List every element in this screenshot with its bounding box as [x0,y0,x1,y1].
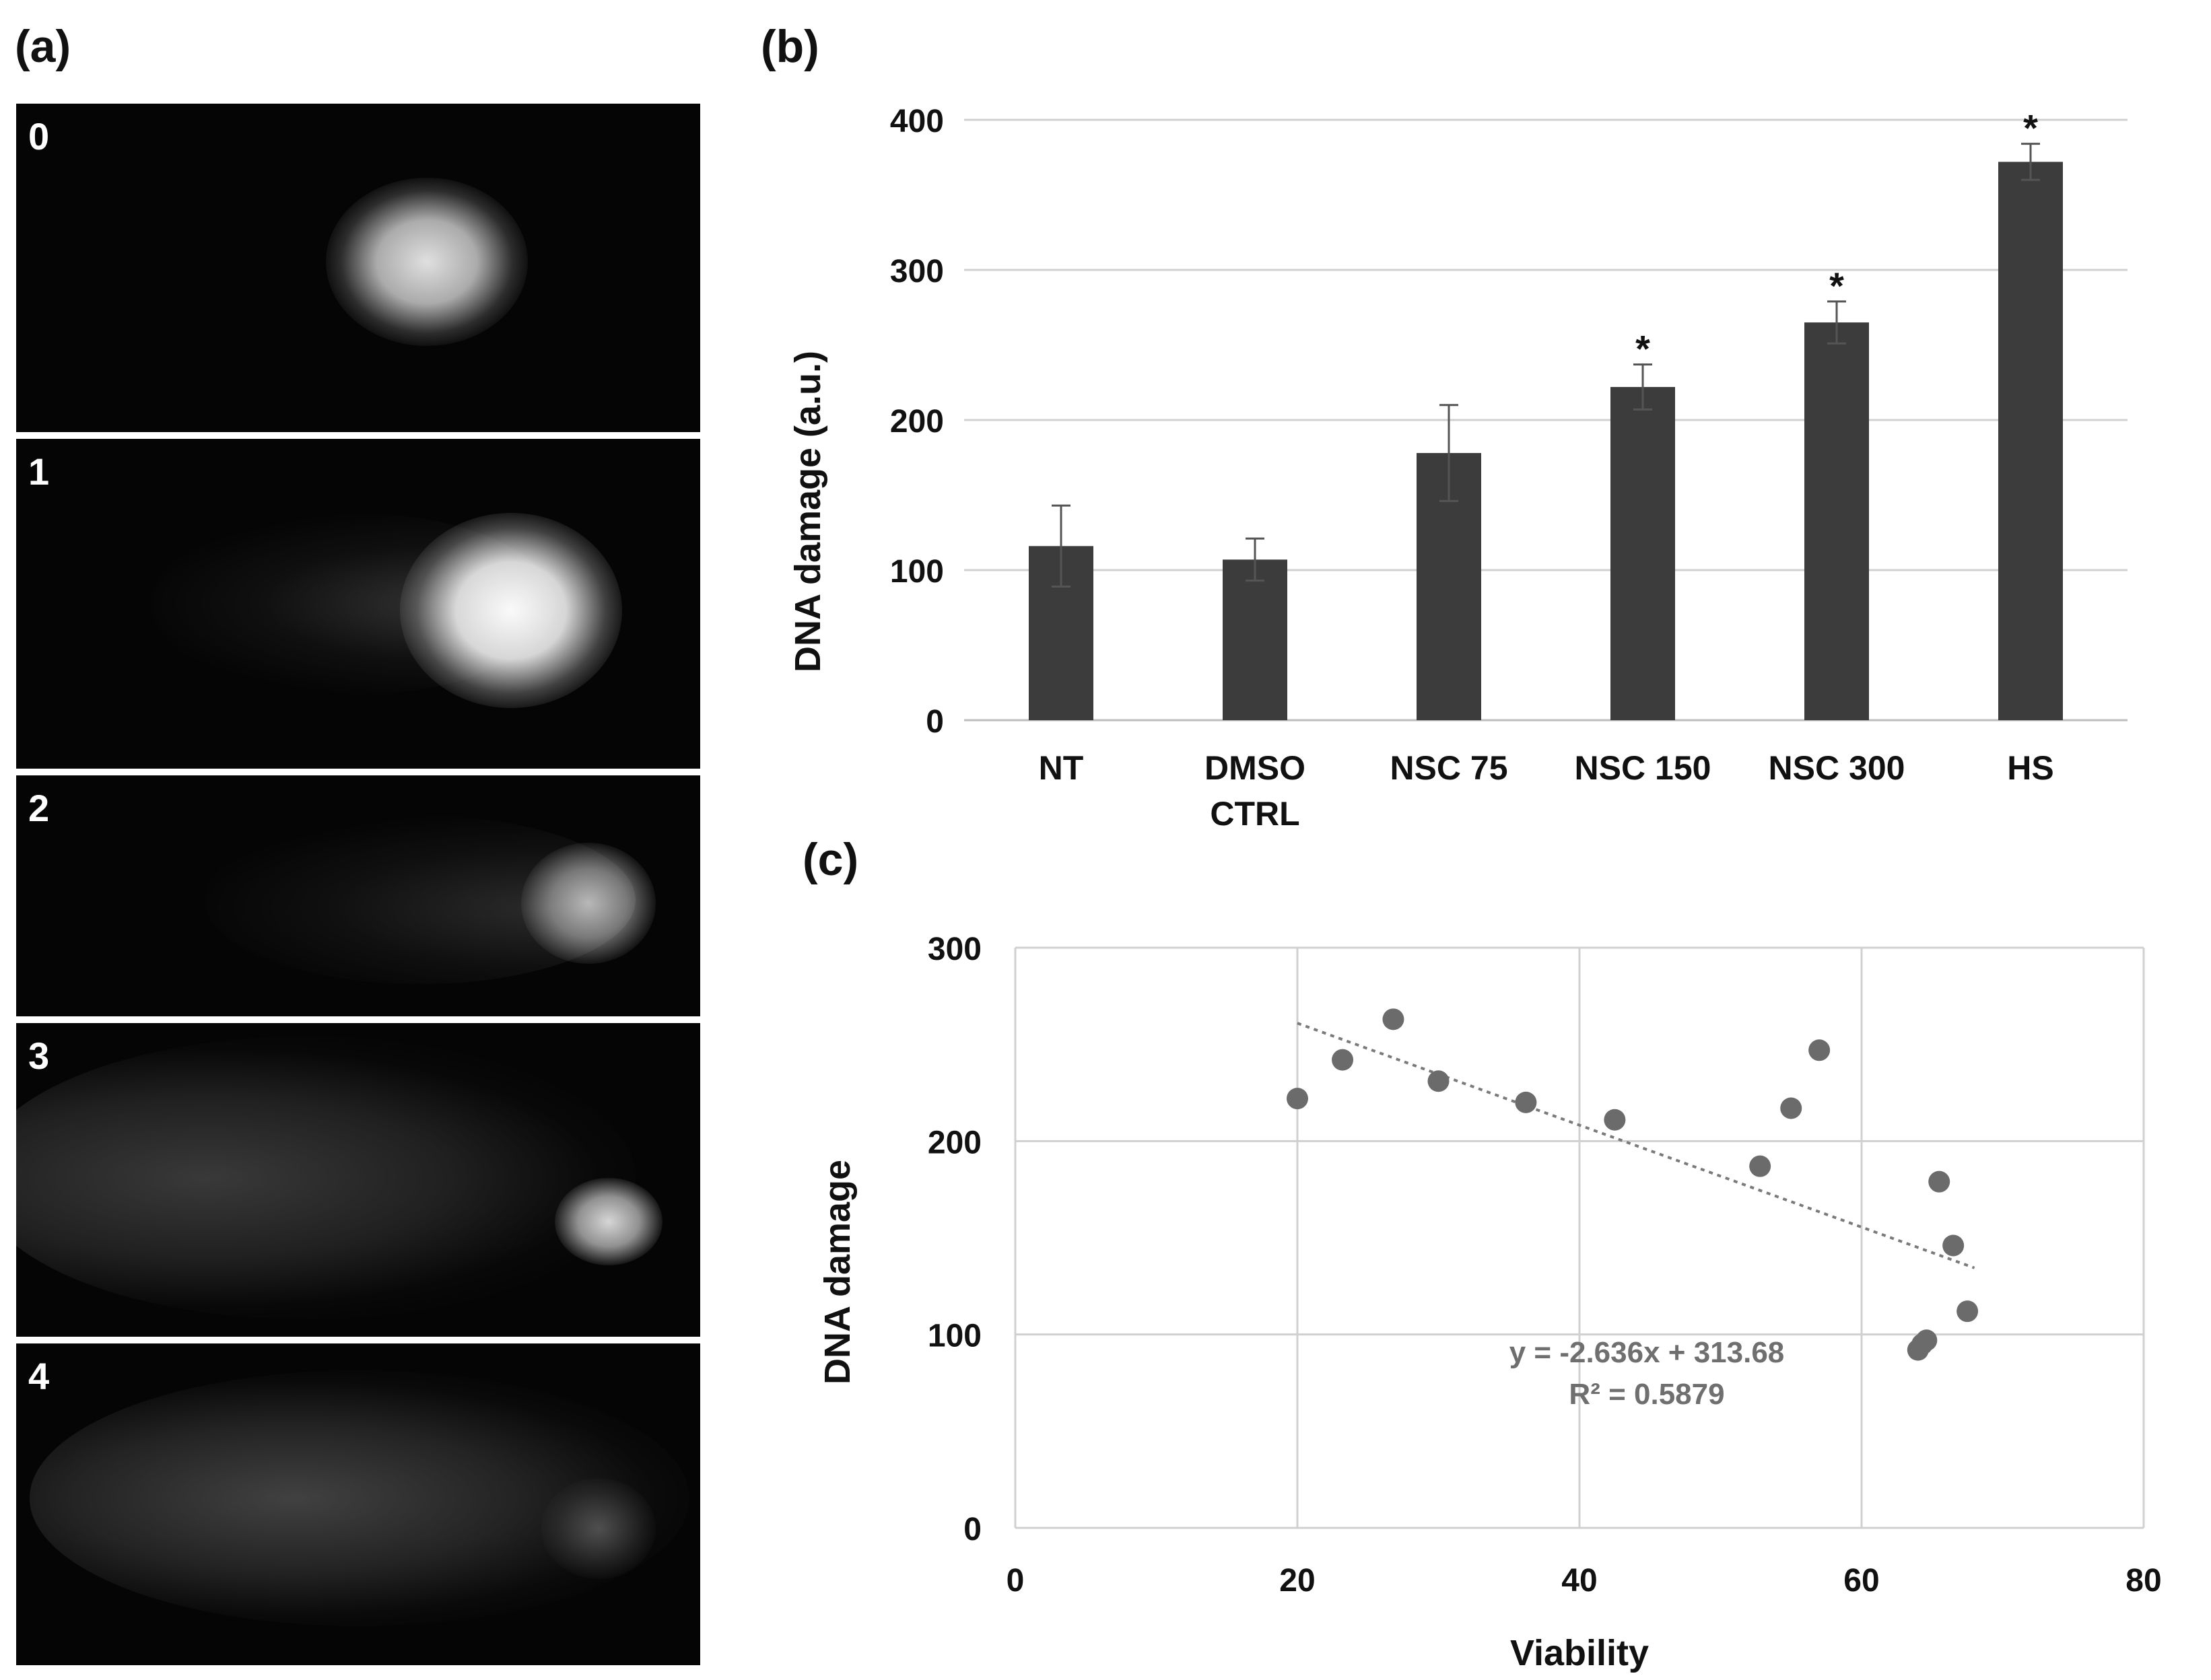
comet-image-4: 4 [16,1343,700,1665]
comet-head [400,513,622,708]
bar-y-tick-label: 100 [890,554,944,590]
scatter-point [1515,1091,1537,1113]
comet-label: 3 [28,1035,50,1077]
scatter-x-axis-label: Viability [1510,1633,1649,1673]
scatter-point [1382,1008,1404,1030]
panel-label-a: (a) [15,21,71,72]
significance-marker: * [1635,327,1650,370]
scatter-point [1928,1170,1950,1193]
bar-y-tick-label: 200 [890,404,944,440]
bar-category-label: NSC 75 [1390,749,1507,787]
scatter-y-axis-label: DNA damage [817,1160,858,1385]
scatter-y-tick-label: 200 [928,1125,982,1160]
scatter-x-tick-label: 60 [1843,1563,1879,1599]
bar [1804,322,1869,720]
bar-category-label: NT [1039,749,1084,787]
comet-head [541,1478,656,1579]
scatter-point [1957,1300,1979,1323]
bar-category-label: NSC 150 [1575,749,1711,787]
comet-tail [16,1037,636,1319]
bar-category-label: DMSO [1204,749,1305,787]
scatter-point [1749,1155,1771,1177]
bar [1998,162,2063,720]
bar [1223,559,1287,720]
comet-image-3: 3 [16,1023,700,1337]
trendline-equation: y = -2.636x + 313.68 [1509,1336,1785,1369]
scatter-point [1808,1039,1831,1061]
bar [1610,386,1675,720]
comet-image-0: 0 [16,104,700,432]
scatter-point [1332,1049,1354,1071]
panel-label-b: (b) [761,21,819,72]
comet-label: 1 [28,450,50,493]
comet-label: 2 [28,787,50,829]
bar-category-label: NSC 300 [1769,749,1905,787]
scatter-point [1780,1097,1802,1119]
significance-marker: * [2023,107,2038,149]
trendline [1297,1022,1975,1269]
comet-head [521,843,656,964]
comet-label: 0 [28,115,50,158]
panel-label-c: (c) [803,834,859,885]
scatter-x-tick-label: 80 [2125,1563,2161,1599]
comet-label: 4 [28,1355,50,1397]
comet-head [326,178,528,346]
scatter-x-tick-label: 0 [1007,1563,1025,1599]
comet-image-stack: 0 1 2 3 4 [16,104,700,1665]
r-squared: R² = 0.5879 [1569,1378,1724,1411]
bar-category-label: CTRL [1210,795,1299,833]
comet-image-1: 1 [16,439,700,769]
bar-y-axis-label: DNA damage (a.u.) [788,351,828,672]
comet-image-2: 2 [16,775,700,1016]
scatter-y-tick-label: 300 [928,932,982,967]
bar-y-tick-label: 400 [890,104,944,139]
bar-y-tick-label: 300 [890,254,944,289]
scatter-point [1604,1109,1626,1131]
scatter-point [1427,1070,1450,1092]
significance-marker: * [1829,265,1844,307]
scatter-point [1287,1088,1308,1110]
scatter-x-tick-label: 40 [1561,1563,1597,1599]
scatter-y-tick-label: 0 [963,1512,982,1547]
bar-category-label: HS [2007,749,2053,787]
scatter-x-tick-label: 20 [1279,1563,1315,1599]
scatter-y-tick-label: 100 [928,1319,982,1354]
comet-head [555,1178,662,1265]
bar-y-tick-label: 0 [926,704,944,740]
scatter-point [1915,1329,1938,1352]
scatter-point [1942,1234,1965,1257]
